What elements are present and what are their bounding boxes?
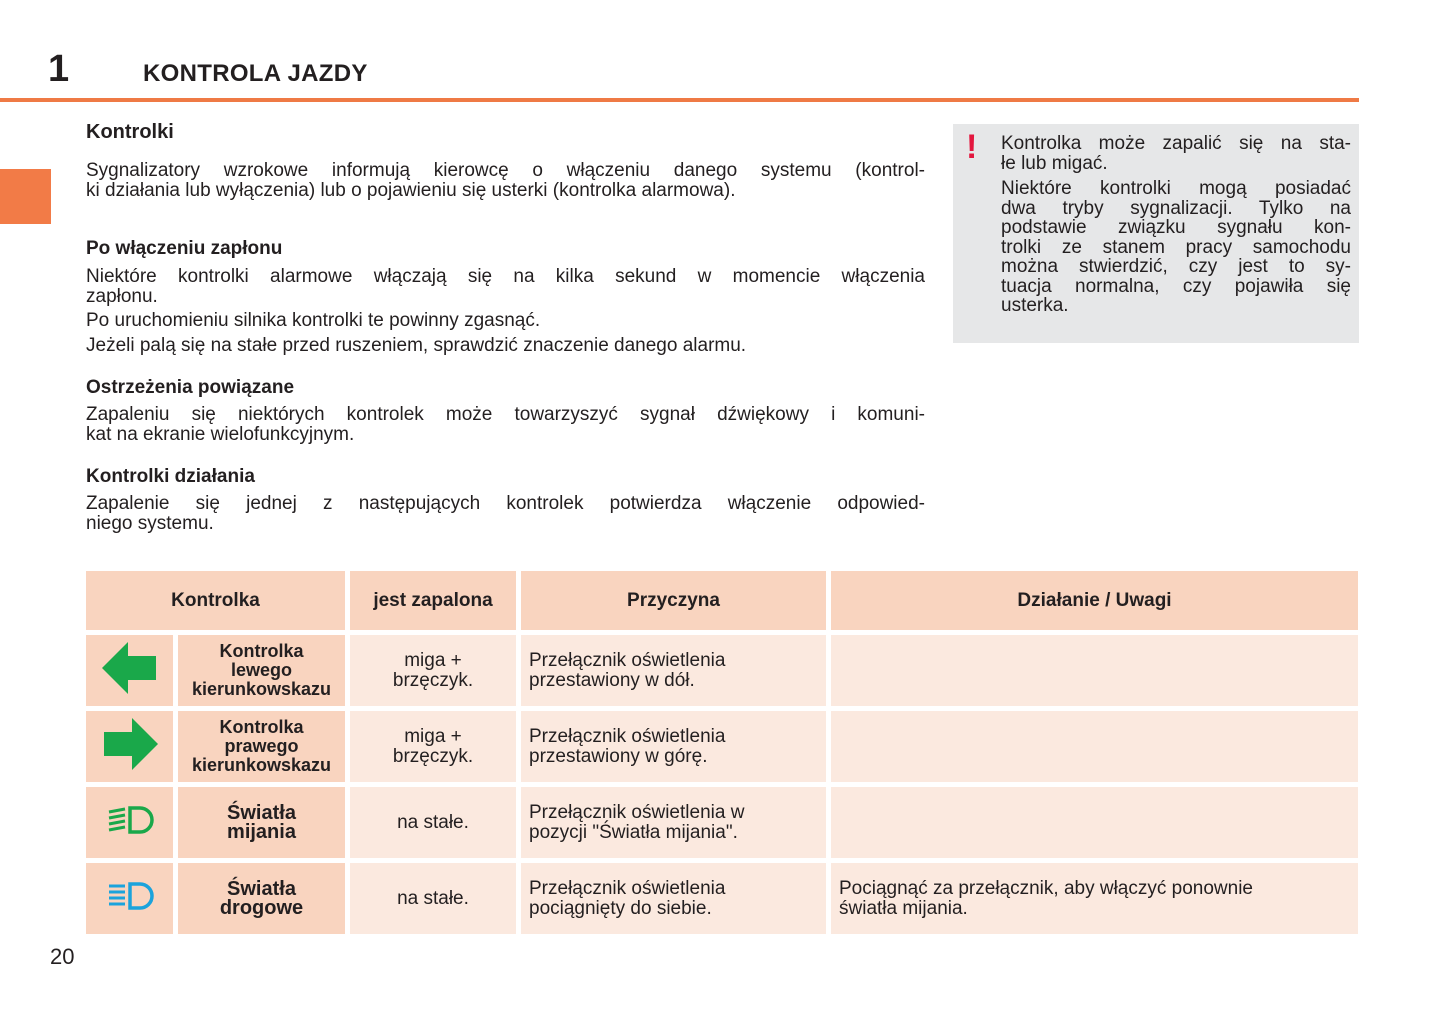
indicator-action (831, 711, 1358, 782)
text-line: Sygnalizatory wzrokowe informują kierowc… (86, 160, 925, 181)
text-line: usterka. (1001, 295, 1069, 316)
indicator-cause: Przełącznik oświetlenia w pozycji "Światł… (521, 787, 826, 858)
note-text: Kontrolka może zapalić się na sta- łe lu… (1001, 134, 1351, 316)
section-heading-warnings: Ostrzeżenia powiązane (86, 377, 295, 398)
indicator-name: Kontrolka lewego kierunkowskazu (178, 635, 345, 706)
header-kontrolka: Kontrolka (86, 571, 345, 630)
intro-paragraph: Sygnalizatory wzrokowe informują kierowc… (86, 161, 925, 200)
cause-line: przestawiony w dół. (529, 669, 695, 691)
right-arrow-icon (86, 711, 173, 782)
header-rule (0, 98, 1359, 102)
name-line: kierunkowskazu (191, 755, 332, 775)
state-line: na stałe. (397, 887, 469, 909)
indicator-table: Kontrolka jest zapalona Przyczyna Działa… (81, 566, 1363, 939)
warnings-paragraph: Zapaleniu się niektórych kontrolek może … (86, 405, 925, 444)
function-lights-paragraph: Zapalenie się jednej z następujących kon… (86, 494, 925, 533)
table-header-row: Kontrolka jest zapalona Przyczyna Działa… (86, 571, 1358, 630)
table-row: Kontrolka lewego kierunkowskazu miga + brzę… (86, 635, 1358, 706)
table-row: Kontrolka prawego kierunkowskazu miga + brz… (86, 711, 1358, 782)
section-heading-ignition: Po włączeniu zapłonu (86, 238, 283, 259)
text-line: łe lub migać. (1001, 152, 1108, 174)
text-line: Niektóre kontrolki mogą posiadać (1001, 178, 1351, 199)
indicator-state: na stałe. (350, 787, 516, 858)
indicator-action (831, 635, 1358, 706)
indicator-state: miga + brzęczyk. (350, 635, 516, 706)
text-line: Zapalenie się jednej z następujących kon… (86, 493, 925, 514)
name-line: Światła (227, 877, 296, 900)
header-action: Działanie / Uwagi (831, 571, 1358, 630)
text-line: dwa tryby sygnalizacji. Tylko na (1001, 197, 1351, 219)
indicator-action (831, 787, 1358, 858)
text-line: zapłonu. (86, 285, 158, 307)
cause-line: Przełącznik oświetlenia (529, 726, 726, 747)
chapter-title: KONTROLA JAZDY (143, 60, 368, 87)
cause-line: Przełącznik oświetlenia (529, 650, 726, 671)
name-line: Kontrolka (219, 717, 304, 737)
name-line: lewego (230, 660, 292, 680)
name-line: mijania (227, 820, 296, 843)
chapter-number: 1 (48, 48, 70, 90)
state-line: brzęczyk. (392, 745, 474, 767)
text-line: niego systemu. (86, 512, 214, 534)
ignition-paragraph-2: Po uruchomieniu silnika kontrolki te pow… (86, 311, 925, 331)
text-line: tuacja normalna, czy pojawiła się (1001, 275, 1351, 297)
indicator-state: miga + brzęczyk. (350, 711, 516, 782)
name-line: drogowe (219, 896, 304, 919)
text-line: Po uruchomieniu silnika kontrolki te pow… (86, 310, 541, 331)
cause-line: Przełącznik oświetlenia (529, 878, 726, 899)
chapter-tab-marker (0, 169, 51, 224)
ignition-paragraph-1: Niektóre kontrolki alarmowe włączają się… (86, 267, 925, 306)
indicator-cause: Przełącznik oświetlenia przestawiony w gó… (521, 711, 826, 782)
text-line: trolki ze stanem pracy samochodu (1001, 236, 1351, 258)
left-arrow-icon (86, 635, 173, 706)
text-line: ki działania lub wyłączenia) lub o pojaw… (86, 179, 736, 201)
text-line: Jeżeli palą się na stałe przed ruszeniem… (86, 335, 747, 356)
page-number: 20 (50, 944, 75, 969)
name-line: prawego (224, 736, 299, 756)
exclamation-icon: ! (966, 128, 978, 166)
note-box (953, 124, 1359, 343)
high-beam-icon (86, 863, 173, 934)
text-line: Zapaleniu się niektórych kontrolek może … (86, 404, 925, 425)
cause-line: pociągnięty do siebie. (529, 897, 712, 919)
cause-line: Przełącznik oświetlenia w (529, 802, 745, 823)
text-line: można stwierdzić, czy jest to sy- (1001, 256, 1351, 277)
header-cause: Przyczyna (521, 571, 826, 630)
indicator-name: Światła mijania (178, 787, 345, 858)
text-line: kat na ekranie wielofunkcyjnym. (86, 423, 355, 445)
action-line: Pociągnąć za przełącznik, aby włączyć po… (839, 878, 1253, 899)
cause-line: przestawiony w górę. (529, 745, 708, 767)
low-beam-icon (86, 787, 173, 858)
header-state: jest zapalona (350, 571, 516, 630)
action-line: światła mijania. (839, 897, 968, 919)
state-line: brzęczyk. (392, 669, 474, 691)
indicator-name: Kontrolka prawego kierunkowskazu (178, 711, 345, 782)
state-line: miga + (404, 650, 462, 671)
table-row: Światła mijania na stałe. Przełącznik ośw… (86, 787, 1358, 858)
indicator-cause: Przełącznik oświetlenia przestawiony w dó… (521, 635, 826, 706)
state-line: na stałe. (397, 811, 469, 833)
section-heading-function-lights: Kontrolki działania (86, 466, 255, 487)
ignition-paragraph-3: Jeżeli palą się na stałe przed ruszeniem… (86, 336, 925, 356)
indicator-action: Pociągnąć za przełącznik, aby włączyć po… (831, 863, 1358, 934)
name-line: Światła (227, 801, 296, 824)
name-line: Kontrolka (219, 641, 304, 661)
text-line: Kontrolka może zapalić się na sta- (1001, 133, 1351, 154)
section-heading-kontrolki: Kontrolki (86, 121, 174, 143)
indicator-state: na stałe. (350, 863, 516, 934)
cause-line: pozycji "Światła mijania". (529, 821, 738, 843)
table-row: Światła drogowe na stałe. Przełącznik ośw… (86, 863, 1358, 934)
indicator-cause: Przełącznik oświetlenia pociągnięty do si… (521, 863, 826, 934)
text-line: podstawie związku sygnału kon- (1001, 217, 1351, 238)
name-line: kierunkowskazu (191, 679, 332, 699)
indicator-name: Światła drogowe (178, 863, 345, 934)
state-line: miga + (404, 726, 462, 747)
text-line: Niektóre kontrolki alarmowe włączają się… (86, 266, 925, 287)
